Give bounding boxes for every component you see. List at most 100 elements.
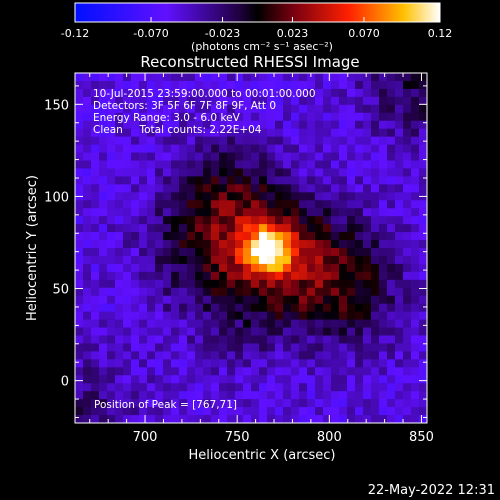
heatmap-cell: [251, 279, 260, 289]
heatmap-cell: [195, 192, 204, 201]
heatmap-cell: [139, 128, 148, 138]
heatmap-cell: [171, 343, 180, 352]
heatmap-cell: [411, 319, 420, 329]
heatmap-cell: [339, 287, 348, 297]
heatmap-cell: [227, 160, 236, 170]
heatmap-cell: [283, 263, 292, 273]
heatmap-cell: [99, 240, 108, 249]
heatmap-cell: [395, 144, 404, 154]
heatmap-cell: [203, 415, 212, 423]
heatmap-cell: [243, 136, 252, 146]
heatmap-cell: [355, 168, 364, 177]
heatmap-cell: [179, 295, 188, 305]
heatmap-cell: [243, 271, 252, 281]
heatmap-cell: [107, 319, 116, 329]
heatmap-cell: [91, 80, 100, 90]
heatmap-cell: [299, 88, 308, 98]
heatmap-cell: [187, 407, 196, 416]
heatmap-cell: [379, 168, 388, 177]
heatmap-cell: [323, 240, 332, 249]
heatmap-cell: [171, 136, 180, 146]
heatmap-cell: [235, 200, 244, 209]
heatmap-cell: [395, 208, 404, 217]
heatmap-cell: [243, 104, 252, 114]
heatmap-cell: [147, 88, 156, 98]
heatmap-cell: [371, 176, 380, 185]
heatmap-cell: [411, 144, 420, 154]
heatmap-cell: [131, 112, 140, 122]
heatmap-cell: [395, 240, 404, 249]
heatmap-cell: [267, 184, 276, 193]
heatmap-cell: [155, 240, 164, 249]
heatmap-cell: [179, 136, 188, 146]
heatmap-cell: [203, 255, 212, 265]
heatmap-cell: [83, 73, 92, 82]
heatmap-cell: [83, 168, 92, 177]
heatmap-cell: [227, 104, 236, 114]
heatmap-cell: [75, 216, 84, 225]
heatmap-cell: [339, 200, 348, 209]
heatmap-cell: [339, 88, 348, 98]
heatmap-cell: [283, 152, 292, 162]
heatmap-cell: [419, 415, 427, 423]
heatmap-cell: [315, 271, 324, 281]
heatmap-cell: [163, 287, 172, 297]
heatmap-cell: [243, 303, 252, 313]
heatmap-cell: [139, 327, 148, 337]
heatmap-cell: [347, 136, 356, 146]
heatmap-cell: [379, 160, 388, 170]
heatmap-cell: [315, 287, 324, 297]
heatmap-cell: [355, 367, 364, 376]
heatmap-cell: [163, 176, 172, 185]
heatmap-cell: [323, 359, 332, 368]
heatmap-cell: [139, 263, 148, 273]
heatmap-cell: [99, 232, 108, 241]
heatmap-cell: [171, 248, 180, 257]
heatmap-cell: [195, 319, 204, 329]
heatmap-cell: [187, 192, 196, 201]
heatmap-cell: [131, 295, 140, 305]
heatmap-cell: [195, 73, 204, 82]
heatmap-cell: [163, 200, 172, 209]
heatmap-cell: [403, 176, 412, 185]
heatmap-cell: [315, 128, 324, 138]
heatmap-cell: [411, 383, 420, 392]
heatmap-cell: [163, 152, 172, 162]
heatmap-cell: [323, 128, 332, 138]
heatmap-cell: [107, 287, 116, 297]
heatmap-cell: [307, 192, 316, 201]
heatmap-cell: [291, 391, 300, 400]
heatmap-cell: [387, 351, 396, 360]
heatmap-cell: [187, 263, 196, 273]
heatmap-cell: [307, 152, 316, 162]
heatmap-cell: [219, 271, 228, 281]
heatmap-cell: [227, 303, 236, 313]
heatmap-cell: [355, 128, 364, 138]
heatmap-cell: [115, 208, 124, 217]
heatmap-cell: [171, 104, 180, 114]
heatmap-cell: [379, 112, 388, 122]
heatmap-cell: [131, 232, 140, 241]
heatmap-cell: [259, 335, 268, 345]
heatmap-cell: [123, 200, 132, 209]
heatmap-cell: [267, 136, 276, 146]
heatmap-cell: [91, 128, 100, 138]
heatmap-cell: [115, 120, 124, 130]
heatmap-cell: [323, 232, 332, 241]
heatmap-cell: [339, 216, 348, 225]
heatmap-cell: [363, 351, 372, 360]
heatmap-cell: [347, 319, 356, 329]
heatmap-cell: [139, 335, 148, 345]
heatmap-cell: [227, 168, 236, 177]
heatmap-cell: [323, 224, 332, 233]
heatmap-cell: [339, 351, 348, 360]
heatmap-cell: [251, 343, 260, 352]
heatmap-cell: [299, 112, 308, 122]
heatmap-cell: [75, 327, 84, 337]
heatmap-cell: [75, 144, 84, 154]
y-axis-label: Heliocentric Y (arcsec): [25, 175, 40, 321]
heatmap-cell: [259, 184, 268, 193]
heatmap-cell: [315, 88, 324, 98]
heatmap-cell: [179, 160, 188, 170]
heatmap-cell: [307, 232, 316, 241]
